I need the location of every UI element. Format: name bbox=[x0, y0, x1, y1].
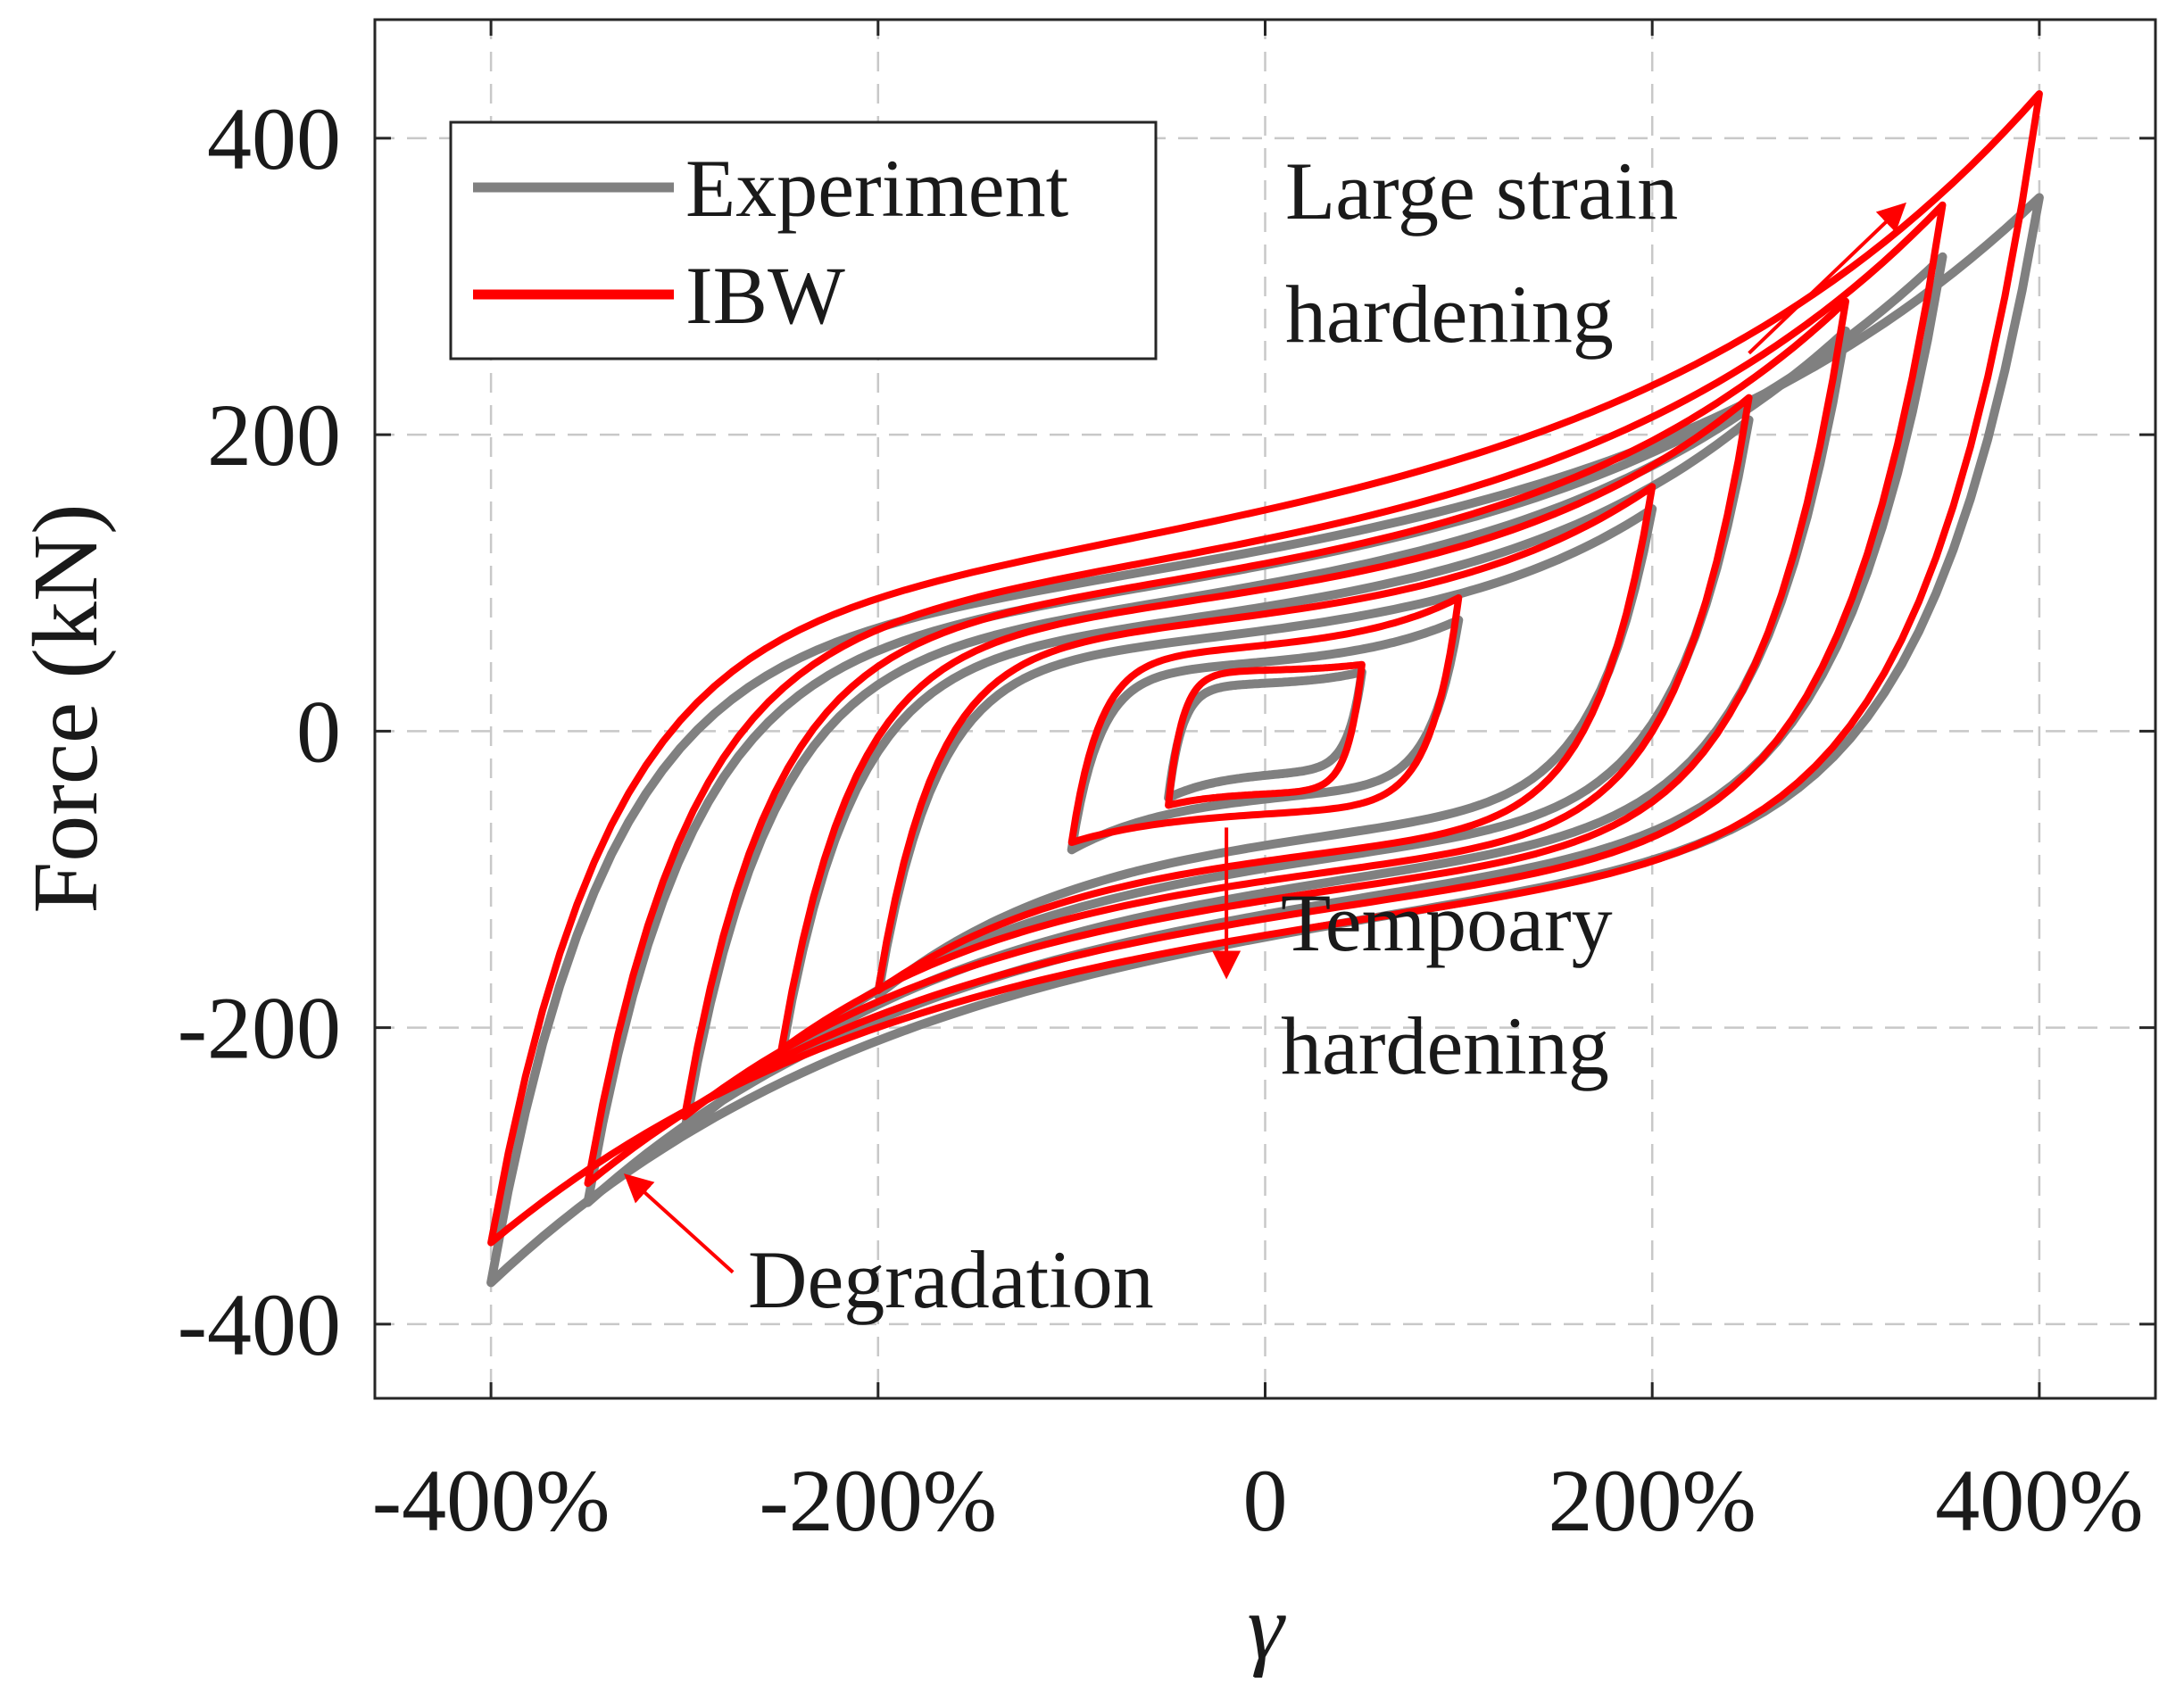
y-tick-label: -200 bbox=[178, 979, 341, 1078]
large-strain-annotation-text: hardening bbox=[1285, 269, 1614, 360]
y-axis-title: Force (kN) bbox=[14, 503, 117, 913]
ibw-loop bbox=[1067, 593, 1463, 846]
ibw-loop bbox=[681, 297, 1849, 1121]
ibw-loop bbox=[777, 394, 1753, 1054]
y-tick-label: 400 bbox=[207, 89, 341, 188]
legend: Experiment IBW bbox=[449, 120, 1158, 361]
ibw-loop bbox=[874, 483, 1657, 995]
x-tick-label: 0 bbox=[1243, 1451, 1288, 1550]
temporary-annotation-text: Tempoary bbox=[1281, 877, 1613, 968]
experiment-loop bbox=[873, 504, 1657, 1000]
x-tick-label: 200% bbox=[1549, 1451, 1756, 1550]
x-tick-label: 400% bbox=[1935, 1451, 2143, 1550]
legend-label-experiment: Experiment bbox=[685, 143, 1069, 234]
x-tick-label: -200% bbox=[759, 1451, 997, 1550]
x-tick-label: -400% bbox=[372, 1451, 610, 1550]
annotations-layer: Large strain hardening Tempoary hardening De… bbox=[623, 145, 1906, 1325]
ibw-loop bbox=[487, 90, 2043, 1247]
ibw-loop bbox=[584, 201, 1947, 1188]
experiment-loop bbox=[486, 193, 2044, 1288]
y-tick-label: 0 bbox=[296, 682, 341, 781]
ticks-layer: -400% -200% 0 200% 400% -400 -200 0 200 400 bbox=[178, 20, 2155, 1550]
x-axis-title: γ bbox=[1248, 1576, 1287, 1679]
experiment-loop bbox=[776, 415, 1754, 1062]
large-strain-arrow bbox=[1748, 202, 1906, 355]
y-tick-label: -400 bbox=[178, 1275, 341, 1374]
legend-label-ibw: IBW bbox=[685, 250, 845, 341]
legend-box bbox=[449, 120, 1158, 361]
large-strain-annotation-text: Large strain bbox=[1285, 145, 1678, 236]
degradation-arrow bbox=[623, 1173, 735, 1274]
curves-layer bbox=[486, 90, 2044, 1288]
y-tick-label: 200 bbox=[207, 385, 341, 485]
temporary-annotation-text: hardening bbox=[1281, 1000, 1609, 1091]
degradation-annotation-text: Degradation bbox=[748, 1234, 1154, 1325]
ibw-loop bbox=[1165, 660, 1366, 809]
